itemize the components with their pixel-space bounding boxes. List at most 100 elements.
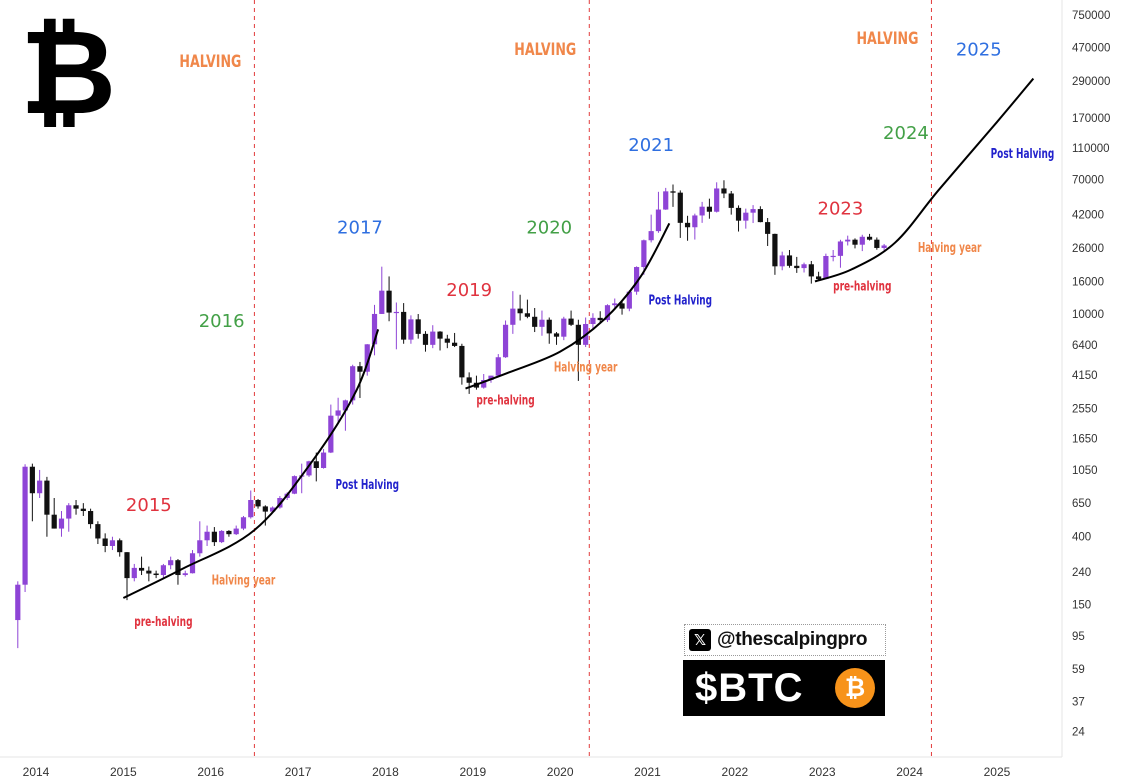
candle-body [757, 209, 763, 223]
candle-body [175, 560, 181, 576]
year-label: 2024 [883, 123, 929, 144]
candle-body [837, 241, 844, 256]
candle-body [262, 506, 268, 512]
ticker-badge: $BTC ₿ [683, 660, 885, 716]
candle-body [794, 265, 800, 269]
y-tick-label: 150 [1072, 600, 1091, 612]
year-label: 2019 [446, 280, 492, 301]
candle-body [866, 236, 873, 240]
year-label: 2015 [126, 495, 172, 516]
candle-body [146, 570, 152, 574]
x-tick-label: 2017 [285, 765, 312, 779]
candle-body [604, 305, 611, 321]
candle-body [51, 514, 57, 529]
candle-body [648, 231, 654, 241]
x-tick-label: 2021 [634, 765, 661, 779]
candle-body [117, 540, 123, 553]
x-tick-label: 2018 [372, 765, 399, 779]
candle-body [728, 193, 734, 208]
candle-body [546, 319, 552, 334]
candle-body [816, 276, 822, 280]
candle-body [481, 380, 487, 388]
y-tick-label: 400 [1072, 532, 1091, 544]
candle-body [488, 375, 494, 381]
year-label: 2025 [956, 39, 1002, 60]
x-tick-label: 2015 [110, 765, 137, 779]
candle-body [313, 461, 319, 468]
y-tick-label: 110000 [1072, 143, 1110, 155]
candle-body [153, 573, 159, 576]
candle-body [466, 377, 472, 383]
candle-body [204, 531, 210, 541]
candle-body [80, 508, 86, 512]
candle-body [539, 319, 545, 327]
candle-body [735, 207, 742, 221]
x-tick-label: 2022 [722, 765, 749, 779]
candle-body [270, 507, 276, 512]
phase-label: Halving year [554, 361, 618, 376]
candle-body [364, 344, 370, 372]
candle-body [452, 342, 458, 346]
candle-body [801, 264, 807, 269]
candle-body [779, 255, 785, 267]
candlesticks [15, 180, 887, 649]
candle-body [524, 313, 530, 317]
year-label: 2016 [199, 311, 245, 332]
y-tick-label: 26000 [1072, 243, 1104, 255]
candle-body [109, 540, 116, 546]
candle-body [124, 552, 130, 579]
candle-body [859, 236, 865, 245]
candle-body [568, 318, 574, 325]
candle-body [830, 255, 836, 258]
candle-body [612, 303, 618, 306]
candle-body [88, 511, 94, 525]
candle-body [597, 317, 603, 321]
candle-body [350, 366, 356, 401]
phase-label: Halving year [918, 241, 982, 256]
candle-body [255, 500, 261, 507]
candle-body [765, 222, 771, 234]
halving-label: HALVING [514, 40, 576, 60]
candle-body [655, 209, 662, 232]
candle-body [240, 517, 247, 529]
candle-body [823, 256, 829, 280]
y-tick-label: 10000 [1072, 309, 1104, 321]
candle-body [852, 239, 858, 245]
candle-body [226, 530, 232, 535]
x-tick-label: 2025 [984, 765, 1011, 779]
candle-body [168, 560, 174, 566]
y-tick-label: 290000 [1072, 76, 1110, 88]
candle-body [684, 222, 691, 228]
candle-body [430, 331, 436, 345]
y-tick-label: 4150 [1072, 370, 1098, 382]
axes: 750000 470000 290000 170000 110000 70000 42000… [0, 0, 1110, 779]
y-tick-label: 470000 [1072, 42, 1110, 54]
candle-body [634, 267, 640, 292]
candle-body [670, 191, 676, 193]
trend-curve [465, 222, 671, 390]
candle-body [641, 240, 647, 268]
candle-body [386, 290, 392, 313]
candle-body [37, 480, 43, 494]
candle-body [706, 206, 712, 212]
y-tick-label: 650 [1072, 498, 1091, 510]
candle-body [182, 573, 188, 576]
phase-label: Post Halving [991, 147, 1055, 162]
candle-body [437, 331, 443, 339]
phase-label: Halving year [212, 574, 276, 589]
candle-body [786, 255, 793, 266]
x-logo-icon: 𝕏 [689, 629, 711, 651]
candle-body [233, 528, 239, 535]
y-tick-label: 750000 [1072, 10, 1110, 22]
annotations: 2015 2016 2017 2019 2020 2021 2023 2024 2025 pre-… [126, 39, 1054, 630]
candle-body [15, 584, 21, 621]
y-tick-label: 95 [1072, 631, 1085, 643]
candle-body [44, 480, 50, 515]
y-tick-label: 240 [1072, 567, 1091, 579]
y-tick-label: 24 [1072, 726, 1085, 738]
halving-label: HALVING [856, 29, 918, 49]
candle-body [22, 466, 28, 585]
candle-body [335, 410, 341, 416]
candle-body [626, 291, 632, 309]
candle-body [357, 366, 363, 372]
